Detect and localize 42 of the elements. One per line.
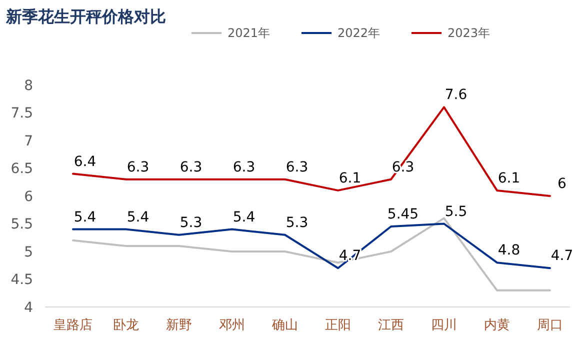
legend-label: 2021年 bbox=[228, 26, 270, 40]
data-label: 6.1 bbox=[498, 170, 520, 186]
data-label: 5.4 bbox=[126, 209, 150, 226]
x-tick-label: 确山 bbox=[271, 318, 298, 333]
data-label: 6.3 bbox=[126, 159, 150, 176]
data-label: 4.7 bbox=[550, 248, 574, 264]
data-label: 6.1 bbox=[338, 170, 362, 186]
y-tick-label: 6.5 bbox=[10, 161, 33, 178]
data-label: 5.4 bbox=[74, 209, 96, 226]
y-tick-label: 5.5 bbox=[10, 216, 33, 233]
y-tick-label: 7.5 bbox=[10, 106, 33, 122]
x-tick-label: 周口 bbox=[537, 318, 563, 333]
data-label: 5.45 bbox=[387, 206, 419, 223]
data-label: 6 bbox=[558, 176, 567, 192]
y-tick-label: 5 bbox=[24, 244, 33, 260]
x-tick-label: 邓州 bbox=[219, 318, 245, 333]
chart-title: 新季花生开秤价格对比 bbox=[5, 7, 166, 26]
y-tick-label: 4 bbox=[24, 300, 34, 316]
x-tick-label: 卧龙 bbox=[113, 318, 139, 333]
data-label: 5.3 bbox=[286, 214, 308, 231]
data-label: 5.3 bbox=[180, 214, 202, 231]
legend-label: 2022年 bbox=[338, 26, 380, 40]
x-tick-label: 四川 bbox=[431, 318, 457, 333]
legend-label: 2023年 bbox=[448, 26, 490, 40]
x-tick-label: 正阳 bbox=[325, 318, 351, 333]
data-label: 6.3 bbox=[180, 159, 202, 176]
x-tick-label: 江西 bbox=[378, 318, 404, 333]
y-tick-label: 8 bbox=[24, 78, 33, 94]
data-label: 5.4 bbox=[232, 209, 256, 226]
data-label: 7.6 bbox=[444, 87, 468, 104]
y-tick-label: 4.5 bbox=[10, 272, 33, 288]
data-label: 5.5 bbox=[444, 204, 468, 220]
x-tick-label: 皇路店 bbox=[54, 317, 92, 333]
line-series bbox=[72, 106, 551, 197]
y-tick-label: 6 bbox=[24, 188, 34, 205]
x-tick-label: 内黄 bbox=[484, 318, 510, 333]
x-tick-label: 新野 bbox=[166, 318, 192, 333]
data-label: 4.8 bbox=[498, 242, 520, 259]
data-label: 6.3 bbox=[286, 159, 308, 176]
data-label: 6.4 bbox=[74, 154, 96, 170]
y-tick-label: 7 bbox=[24, 133, 33, 150]
data-label: 6.3 bbox=[232, 159, 256, 176]
